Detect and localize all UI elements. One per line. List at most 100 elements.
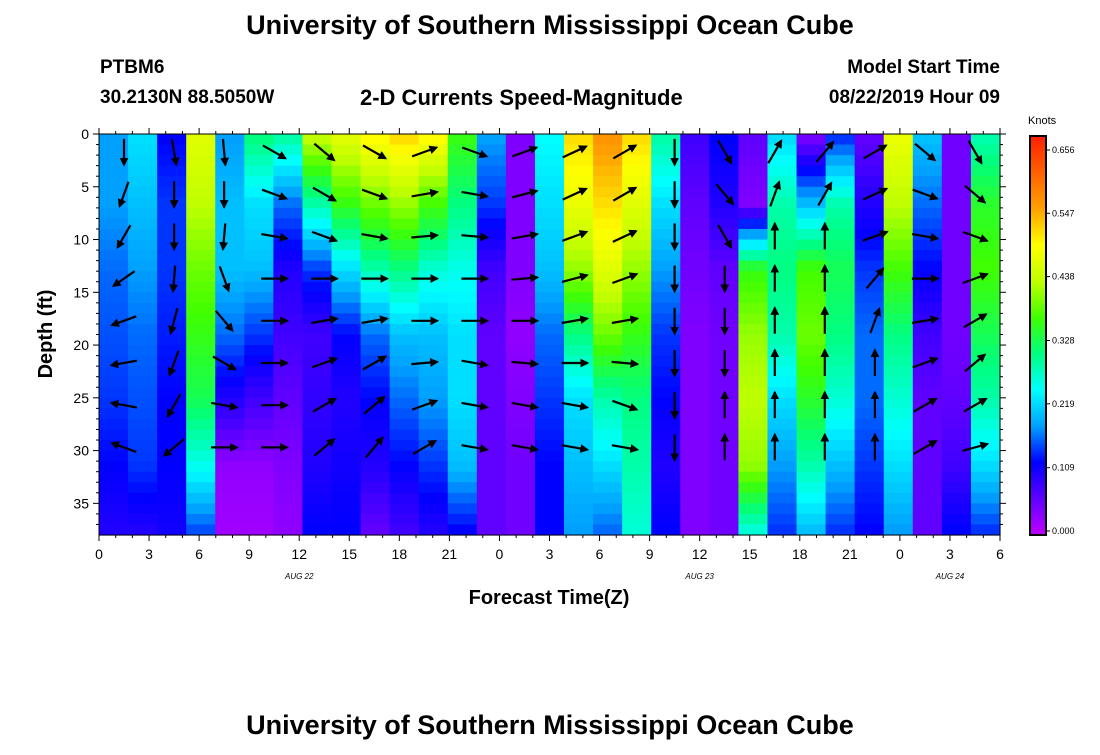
heatmap-cell	[447, 503, 478, 515]
current-vector	[168, 307, 179, 336]
heatmap-cell	[128, 366, 158, 378]
heatmap-cell	[505, 513, 536, 526]
heatmap-cell	[128, 429, 158, 441]
heatmap-cell	[534, 239, 565, 251]
heatmap-cell	[970, 176, 1001, 188]
heatmap-cell	[273, 397, 304, 409]
current-vector	[767, 139, 783, 164]
heatmap-cell	[273, 302, 304, 314]
heatmap-cell	[912, 207, 943, 220]
heatmap-cell	[244, 355, 274, 367]
heatmap-cell	[389, 513, 420, 526]
heatmap-cell	[622, 218, 652, 230]
heatmap-cell	[244, 408, 274, 420]
heatmap-cell	[157, 239, 187, 251]
heatmap-cell	[622, 482, 652, 494]
current-vector	[361, 188, 389, 201]
heatmap-cell	[738, 345, 769, 357]
heatmap-cell	[418, 197, 449, 209]
heatmap-cell	[476, 292, 507, 304]
heatmap-cell	[157, 513, 187, 526]
heatmap-cell	[128, 313, 158, 325]
heatmap-cell	[825, 144, 856, 156]
heatmap-cell	[941, 503, 972, 515]
heatmap-cell	[854, 313, 885, 325]
current-vector	[769, 180, 781, 207]
heatmap-cell	[128, 218, 158, 230]
heatmap-cell	[564, 281, 594, 293]
current-vector	[612, 144, 638, 160]
heatmap-cell	[128, 302, 158, 314]
heatmap-cell	[825, 197, 856, 209]
heatmap-cell	[564, 207, 594, 220]
heatmap-cell	[767, 334, 798, 346]
heatmap-cell	[302, 334, 333, 346]
heatmap-cell	[854, 228, 885, 241]
heatmap-cell	[447, 260, 478, 272]
heatmap-cell	[883, 440, 914, 452]
current-vector	[170, 138, 180, 167]
heatmap-cell	[825, 250, 856, 262]
heatmap-cell	[941, 524, 972, 536]
current-vector	[869, 306, 882, 334]
heatmap-cell	[680, 366, 710, 378]
heatmap-cell	[941, 429, 972, 441]
heatmap-cell	[186, 292, 216, 304]
heatmap-cell	[709, 207, 740, 220]
heatmap-cell	[622, 450, 652, 462]
heatmap-cell	[476, 418, 507, 431]
heatmap-cell	[99, 197, 129, 209]
heatmap-cell	[244, 197, 274, 209]
heatmap-cell	[883, 334, 914, 346]
heatmap-cell	[331, 334, 362, 346]
heatmap-cell	[331, 176, 362, 188]
heatmap-cell	[99, 461, 129, 473]
y-tick-label: 15	[73, 284, 89, 300]
heatmap-cell	[970, 503, 1001, 515]
heatmap-cell	[622, 207, 652, 220]
model-start-time: 08/22/2019 Hour 09	[828, 87, 1000, 108]
current-vector	[715, 183, 735, 206]
heatmap-cell	[215, 186, 245, 198]
heatmap-cell	[767, 450, 798, 462]
heatmap-cell	[128, 440, 158, 452]
heatmap-cell	[534, 197, 565, 209]
heatmap-cell	[215, 165, 245, 177]
heatmap-cell	[622, 239, 652, 251]
heatmap-cell	[447, 218, 478, 230]
heatmap-cell	[854, 292, 885, 304]
heatmap-cell	[244, 281, 274, 293]
heatmap-cell	[680, 513, 710, 526]
heatmap-cell	[796, 144, 827, 156]
heatmap-cell	[941, 418, 972, 431]
heatmap-cell	[767, 186, 798, 198]
heatmap-cell	[825, 461, 856, 473]
heatmap-cell	[854, 239, 885, 251]
heatmap-cell	[99, 260, 129, 272]
heatmap-cell	[680, 292, 710, 304]
heatmap-cell	[389, 503, 420, 515]
heatmap-cell	[564, 165, 594, 177]
heatmap-cell	[99, 207, 129, 220]
heatmap-cell	[564, 376, 594, 388]
heatmap-cell	[273, 471, 304, 483]
heatmap-cell	[128, 387, 158, 399]
heatmap-cell	[128, 450, 158, 462]
heatmap-cell	[157, 313, 187, 325]
heatmap-cell	[244, 155, 274, 167]
heatmap-cell	[273, 176, 304, 188]
heatmap-cell	[505, 366, 536, 378]
heatmap-cell	[651, 471, 681, 483]
current-vector	[411, 188, 439, 198]
heatmap-cell	[534, 313, 565, 325]
heatmap-cell	[476, 197, 507, 209]
heatmap-cell	[651, 218, 681, 230]
heatmap-cell	[564, 323, 594, 336]
heatmap-cell	[796, 260, 827, 272]
model-start-label: Model Start Time	[847, 57, 1000, 78]
heatmap-cell	[360, 461, 391, 473]
heatmap-cell	[273, 355, 304, 367]
heatmap-cell	[912, 482, 943, 494]
heatmap-cell	[302, 250, 333, 262]
heatmap-cell	[534, 492, 565, 504]
